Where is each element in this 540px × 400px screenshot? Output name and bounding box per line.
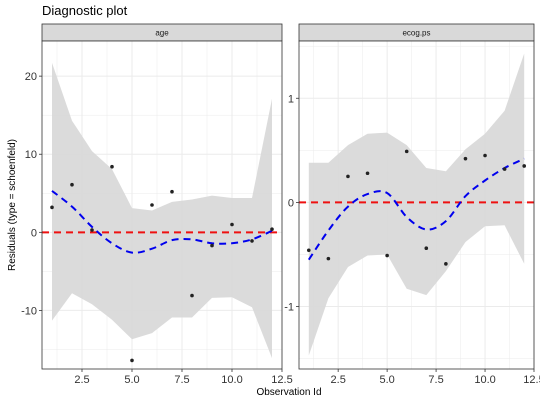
- data-point: [110, 164, 114, 169]
- smooth-curve: [307, 157, 525, 261]
- confidence-band: [52, 62, 272, 359]
- confidence-band: [308, 53, 525, 356]
- y-tick-label: -10: [21, 305, 37, 317]
- data-point: [502, 167, 507, 171]
- smooth-curve: [51, 190, 273, 254]
- data-point: [270, 227, 274, 232]
- data-point: [90, 228, 94, 232]
- data-point: [404, 149, 409, 154]
- x-tick-label: 10.0: [221, 374, 242, 386]
- data-point: [365, 171, 370, 176]
- x-tick-label: 7.5: [174, 374, 189, 386]
- facet-panel-ecog-ps: ecog.ps 2.5 5.0 7.5 10.0 12.5 -1 0 1: [284, 23, 540, 386]
- x-tick-label: 10.0: [474, 374, 495, 386]
- data-point: [150, 203, 154, 207]
- data-point: [190, 293, 194, 298]
- chart-title: Diagnostic plot: [42, 3, 128, 18]
- x-tick-label: 5.0: [124, 374, 139, 386]
- y-tick-label: 0: [31, 227, 37, 239]
- y-tick-label: 1: [288, 93, 294, 105]
- data-point: [130, 358, 134, 363]
- x-tick-label: 2.5: [331, 374, 346, 386]
- data-point: [463, 156, 468, 161]
- data-point: [210, 243, 214, 248]
- x-tick-label: 7.5: [428, 374, 443, 386]
- data-point: [250, 239, 254, 243]
- data-point: [483, 153, 487, 158]
- y-tick-label: 10: [25, 149, 37, 161]
- data-point: [385, 253, 389, 258]
- data-point: [522, 164, 527, 168]
- x-tick-label: 5.0: [379, 374, 394, 386]
- panel-border: [298, 40, 535, 370]
- x-tick-label: 12.5: [271, 374, 292, 386]
- x-axis-label: Observation Id: [256, 387, 321, 398]
- data-point: [230, 222, 234, 227]
- data-point: [50, 205, 54, 210]
- strip-label: ecog.ps: [402, 29, 430, 38]
- data-point: [424, 246, 429, 251]
- data-point: [444, 262, 448, 266]
- data-point: [170, 189, 174, 194]
- panel-border: [41, 40, 283, 370]
- x-tick-label: 2.5: [74, 374, 89, 386]
- data-point: [306, 248, 311, 253]
- strip-label: age: [155, 29, 169, 38]
- y-tick-label: 20: [25, 71, 37, 83]
- data-point: [70, 182, 74, 187]
- y-tick-label: 0: [288, 197, 294, 209]
- y-tick-label: -1: [284, 302, 294, 314]
- data-point: [346, 174, 350, 179]
- x-tick-label: 12.5: [523, 374, 540, 386]
- data-point: [326, 256, 331, 261]
- y-axis-label: Residuals (type = schoenfeld): [7, 139, 18, 271]
